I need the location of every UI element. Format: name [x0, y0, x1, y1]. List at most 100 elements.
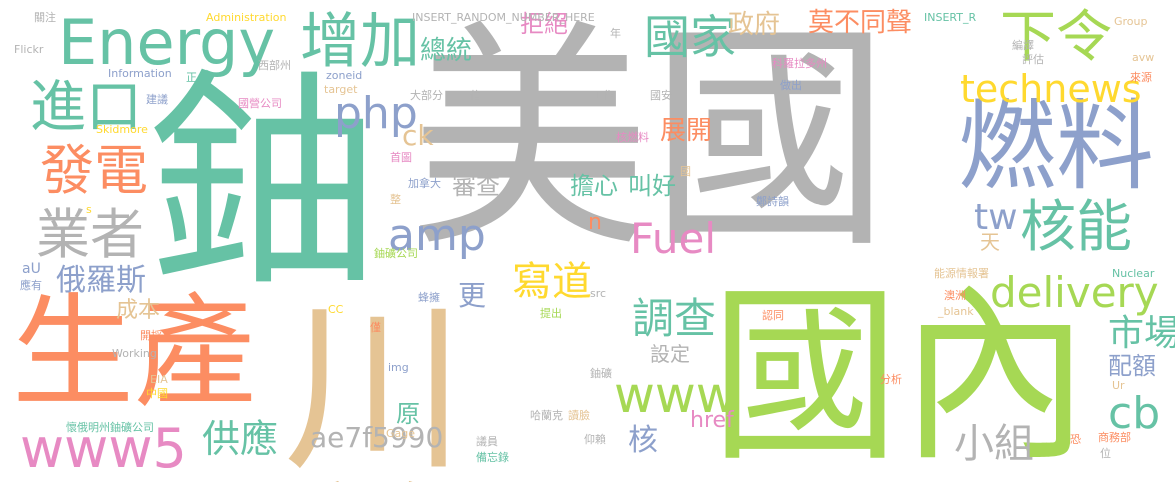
word-cheer: 叫好: [628, 172, 676, 200]
word-uranium: 鈾: [148, 51, 379, 318]
word-src: src: [590, 287, 607, 300]
word-operators: 業者: [36, 203, 144, 266]
word-cover-image: 首圖: [390, 151, 412, 164]
word-eia-zh: 能源情報署: [934, 267, 989, 280]
word-review: 審查: [452, 172, 500, 200]
word-insert-r: INSERT_R: [924, 11, 977, 24]
word-state-company: 國營公司: [238, 97, 282, 110]
word-cb: cb: [1108, 388, 1161, 439]
word-original: 原: [396, 400, 420, 428]
word-state: 國: [680, 165, 691, 178]
word-php: php: [334, 88, 418, 139]
word-energy: Energy: [58, 6, 276, 79]
word-amp: amp: [388, 210, 486, 261]
word-trump: 川普: [253, 292, 465, 482]
word-reject: 拒絕: [520, 10, 568, 38]
word-more: 更: [458, 279, 487, 312]
word-cost: 成本: [116, 298, 161, 323]
word-letter: 信: [470, 89, 481, 102]
word-west-state: 西部州: [258, 59, 291, 72]
word-increase: 增加: [300, 7, 420, 77]
word-sky: 天: [980, 230, 1000, 254]
word-positive: 正: [186, 71, 197, 84]
word-majority: 大部分: [410, 89, 443, 102]
word-president: 總統: [420, 36, 473, 66]
word-order: 下令: [1000, 5, 1112, 70]
word-administration: Administration: [206, 11, 287, 24]
word-country: 國家: [644, 10, 736, 64]
word-www5: www5: [20, 417, 187, 480]
word-legislator: 議員: [476, 435, 498, 448]
word-assess: 評估: [1022, 53, 1044, 66]
word-investigation: 調查: [632, 294, 717, 343]
word-set: 設定: [650, 342, 690, 366]
word-russia: 俄羅斯: [56, 263, 146, 298]
word-australia: 澳洲: [944, 289, 966, 302]
word-delivery: delivery: [990, 268, 1159, 317]
word-fuel-zh: 燃料: [958, 90, 1155, 204]
word-fear: 恐: [1070, 433, 1081, 446]
word-flock: 蜂擁: [418, 291, 440, 304]
word-suggest: 建議: [146, 93, 168, 106]
word-government: 政府: [728, 10, 781, 40]
word-power: 發電: [40, 139, 148, 202]
word-gage: Gage: [386, 427, 416, 440]
word-worry: 擔心: [570, 172, 618, 200]
word-only: 僅: [370, 321, 381, 334]
word-www: www: [614, 366, 737, 424]
word-analysis: 分析: [880, 373, 902, 386]
word-work: 工作: [592, 89, 614, 102]
word-ck: ck: [402, 119, 434, 152]
word-produce: 生產: [12, 282, 256, 424]
word-china: 中國: [146, 387, 168, 400]
word-unanimous: 莫不同聲: [808, 8, 913, 38]
word-security: 國安: [650, 89, 672, 102]
word-blank: _blank: [938, 305, 974, 318]
word-wrote: 寫道: [512, 259, 592, 305]
word-avw: avw: [1132, 51, 1155, 64]
word-nuclear-power: 核能: [1020, 195, 1132, 260]
word-uranium-mine: 鈾礦: [590, 367, 612, 380]
word-eia: EIA: [150, 373, 168, 386]
word-agree: 認同: [762, 309, 784, 322]
word-import: 進口: [30, 75, 142, 140]
word-reporter: 鄭詩韻: [756, 195, 789, 208]
word-harlan: 哈蘭克: [530, 409, 563, 422]
word-domestic: 國內: [710, 266, 1091, 482]
word-n: n: [588, 210, 602, 235]
word-whole: 整: [390, 193, 401, 206]
word-usa: 美國: [410, 0, 891, 280]
word-working: Working: [112, 347, 157, 360]
word-position: 位: [1100, 447, 1111, 460]
word-launch: 展開: [660, 116, 713, 146]
word-group-team: 小組: [954, 421, 1034, 467]
word-propose: 提出: [540, 307, 562, 320]
word-nuclear-zh: 核: [628, 423, 658, 458]
word-au: aU: [22, 261, 41, 277]
word-year: 年: [610, 27, 621, 40]
word-fuel-en: Fuel: [630, 214, 716, 263]
word-make: 做出: [780, 79, 802, 92]
word-canada: 加拿大: [408, 177, 441, 190]
word-read-face: 讀臉: [568, 409, 590, 422]
word-hash: ae7f5990: [310, 421, 444, 454]
word-cc: CC: [328, 303, 344, 316]
word-href: href: [690, 408, 734, 433]
word-quota: 配額: [1108, 352, 1156, 380]
word-zoneid: zoneid: [326, 69, 363, 82]
word-rely: 仰賴: [584, 433, 606, 446]
word-source: 來源: [1130, 71, 1152, 84]
word-nuclear-en: Nuclear: [1112, 267, 1155, 280]
word-tw: tw: [974, 197, 1018, 238]
word-ur: Ur: [1112, 379, 1125, 392]
word-information: Information: [108, 67, 172, 80]
word-s: s: [86, 203, 92, 216]
word-follow: 關注: [34, 11, 56, 24]
word-skidmore: Skidmore: [96, 123, 148, 136]
word-img: img: [388, 361, 409, 374]
word-should: 應有: [20, 279, 42, 292]
word-nuclear-fuel: 核燃料: [616, 131, 649, 144]
word-wyoming-company: 懷俄明州鈾礦公司: [66, 421, 154, 434]
word-technews: technews: [960, 67, 1142, 111]
